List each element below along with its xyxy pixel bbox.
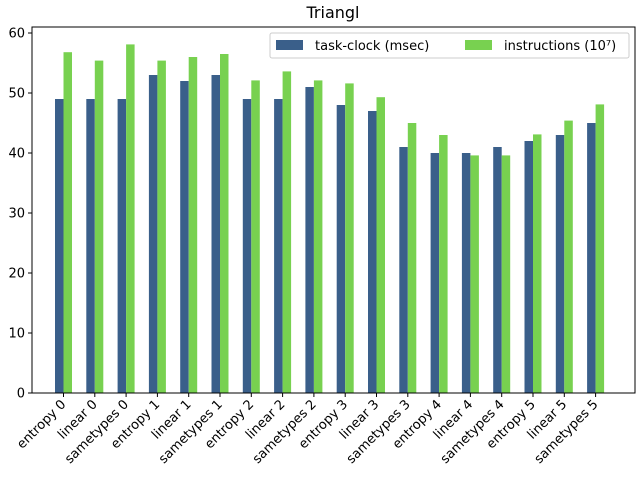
bar-series-1-5 — [220, 54, 229, 393]
bar-series-1-0 — [63, 52, 72, 393]
bar-series-0-8 — [305, 87, 314, 393]
y-tick-label: 20 — [8, 267, 25, 282]
bar-series-1-13 — [470, 155, 479, 393]
bar-series-1-14 — [501, 155, 511, 393]
bar-series-1-2 — [126, 44, 135, 394]
bar-series-0-16 — [555, 135, 565, 393]
x-tick-label: entropy 0 — [14, 397, 69, 452]
bar-series-1-9 — [345, 83, 354, 394]
chart-title: Triangl — [306, 3, 360, 22]
bar-series-0-14 — [493, 147, 502, 393]
bar-series-0-5 — [211, 75, 220, 393]
bar-series-1-10 — [376, 97, 385, 393]
bar-series-0-17 — [587, 123, 596, 393]
bar-series-0-4 — [180, 81, 189, 393]
bar-series-1-4 — [188, 57, 198, 393]
y-tick-label: 10 — [8, 327, 25, 342]
legend-swatch-instructions — [465, 40, 492, 50]
y-tick-label: 60 — [8, 27, 25, 42]
y-tick-label: 30 — [8, 207, 25, 222]
y-tick-label: 50 — [8, 87, 25, 102]
bar-series-0-7 — [274, 99, 283, 393]
legend-box — [269, 32, 630, 59]
bar-series-0-12 — [430, 153, 440, 393]
bar-series-0-11 — [399, 147, 408, 393]
bar-series-0-15 — [524, 141, 533, 393]
bar-series-0-13 — [461, 153, 471, 393]
bar-series-1-15 — [533, 134, 542, 393]
bars-group — [55, 44, 605, 394]
bar-series-1-16 — [564, 120, 573, 393]
plot-frame — [31, 26, 636, 394]
legend-label-task-clock: task-clock (msec) — [315, 39, 429, 54]
y-tick-label: 40 — [8, 147, 25, 162]
bar-series-0-3 — [148, 75, 158, 393]
bar-series-0-6 — [242, 99, 252, 393]
bar-series-0-1 — [86, 99, 95, 393]
y-tick-label: 0 — [17, 387, 25, 402]
bar-series-1-17 — [595, 104, 605, 394]
y-axis: 0 10 20 30 40 50 60 — [8, 27, 32, 402]
bar-series-0-0 — [55, 99, 64, 393]
bar-series-0-10 — [368, 111, 377, 393]
bar-series-1-1 — [94, 60, 104, 393]
bar-series-1-6 — [251, 80, 260, 394]
legend-swatch-task-clock — [276, 40, 303, 50]
legend-label-instructions: instructions (10⁷) — [504, 39, 616, 54]
bar-series-1-3 — [157, 60, 166, 393]
bar-series-0-9 — [336, 105, 346, 393]
bar-series-1-12 — [439, 135, 448, 393]
bar-series-1-11 — [407, 123, 417, 393]
bar-series-1-7 — [282, 71, 292, 394]
legend: task-clock (msec) instructions (10⁷) — [269, 32, 630, 59]
bar-series-0-2 — [117, 99, 127, 393]
bar-series-1-8 — [313, 80, 323, 394]
